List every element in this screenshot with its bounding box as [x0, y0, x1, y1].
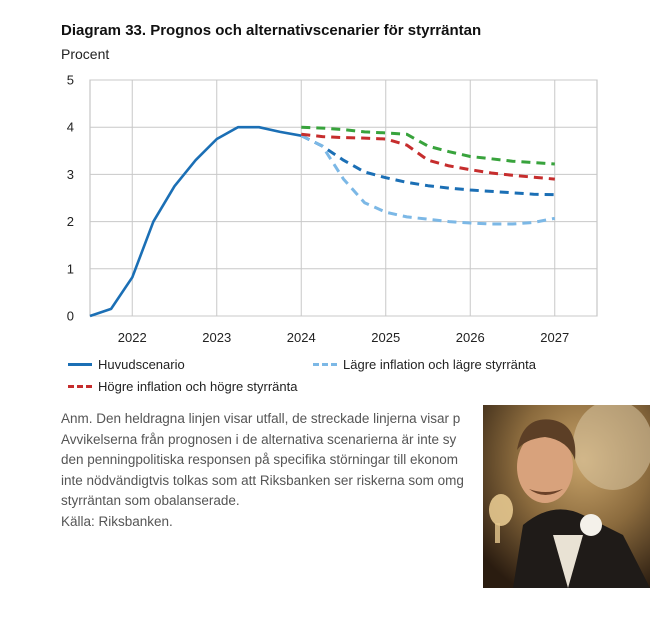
series-line-3: [301, 132, 555, 181]
y-tick-label: 1: [67, 261, 74, 276]
series-line-4: [301, 125, 555, 166]
x-tick-label: 2027: [540, 330, 569, 345]
y-tick-label: 4: [67, 120, 74, 135]
legend-item-lower-scenario: Lägre inflation och lägre styrränta: [313, 357, 536, 372]
x-tick-label: 2026: [456, 330, 485, 345]
x-tick-label: 2023: [202, 330, 231, 345]
legend-swatch-solid-blue: [68, 363, 92, 366]
legend-item-higher-scenario: Högre inflation och högre styrränta: [68, 379, 297, 394]
y-axis-unit-label: Procent: [61, 46, 110, 62]
legend-label: Huvudscenario: [98, 357, 185, 372]
y-tick-label: 3: [67, 167, 74, 182]
laughing-man-photo-icon: [483, 405, 650, 588]
y-tick-label: 2: [67, 214, 74, 229]
x-tick-label: 2022: [118, 330, 147, 345]
chart-title: Diagram 33. Prognos och alternativscenar…: [61, 22, 482, 39]
legend-swatch-dashed-lightblue: [313, 363, 337, 366]
legend-label: Lägre inflation och lägre styrränta: [343, 357, 536, 372]
series-line-1: [300, 134, 555, 197]
x-tick-label: 2024: [287, 330, 316, 345]
legend-swatch-dashed-red: [68, 385, 92, 388]
line-chart: 0 1 2 3 4 5 2022 2023 2024 2025 2026 2027: [67, 73, 598, 345]
chart-source: Källa: Riksbanken.: [61, 514, 173, 529]
x-tick-label: 2025: [371, 330, 400, 345]
y-tick-label: 0: [67, 309, 74, 324]
series-line-2: [300, 134, 556, 226]
legend-label: Högre inflation och högre styrränta: [98, 379, 298, 394]
legend-item-huvudscenario: Huvudscenario: [68, 357, 185, 372]
chart-note: Anm. Den heldragna linjen visar utfall, …: [61, 411, 464, 508]
y-tick-label: 5: [67, 73, 74, 88]
series-line-0: [89, 125, 302, 318]
